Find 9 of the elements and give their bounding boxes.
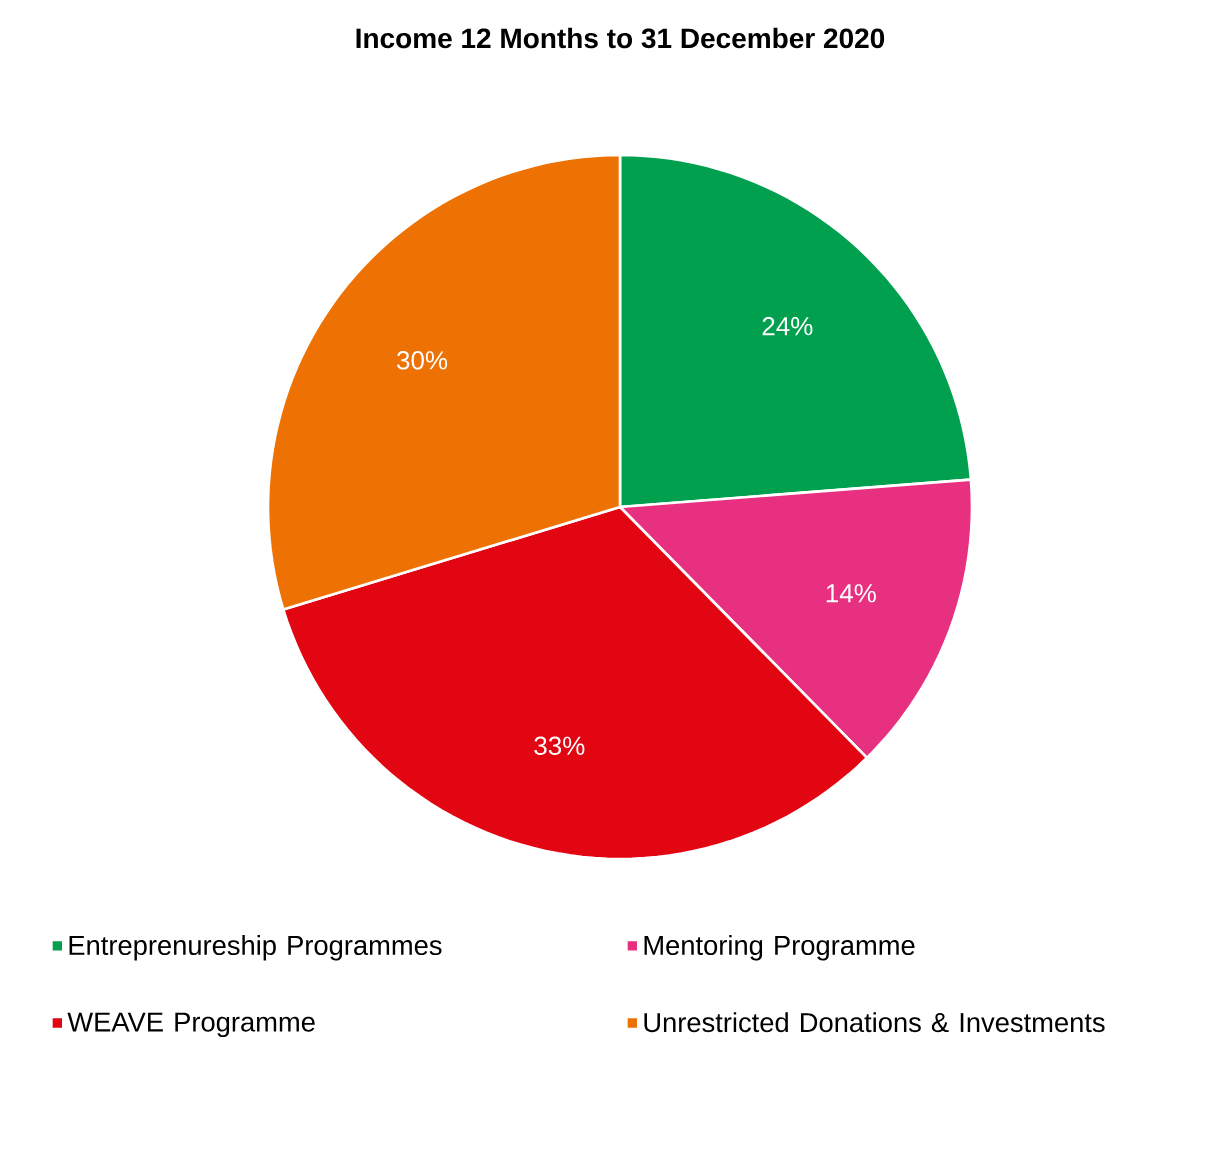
chart-title: Income 12 Months to 31 December 2020 bbox=[356, 27, 885, 49]
data-label: 14% bbox=[826, 584, 876, 603]
data-label: 33% bbox=[534, 736, 585, 755]
legend-label: Unrestricted Donations & Investments bbox=[644, 1012, 1105, 1033]
data-label: 24% bbox=[762, 316, 813, 336]
legend-label: Entreprenureship Programmes bbox=[69, 934, 442, 961]
legend-label: Mentoring Programme bbox=[644, 934, 915, 961]
data-label: 30% bbox=[397, 351, 448, 370]
legend-label: WEAVE Programme bbox=[67, 1012, 315, 1038]
